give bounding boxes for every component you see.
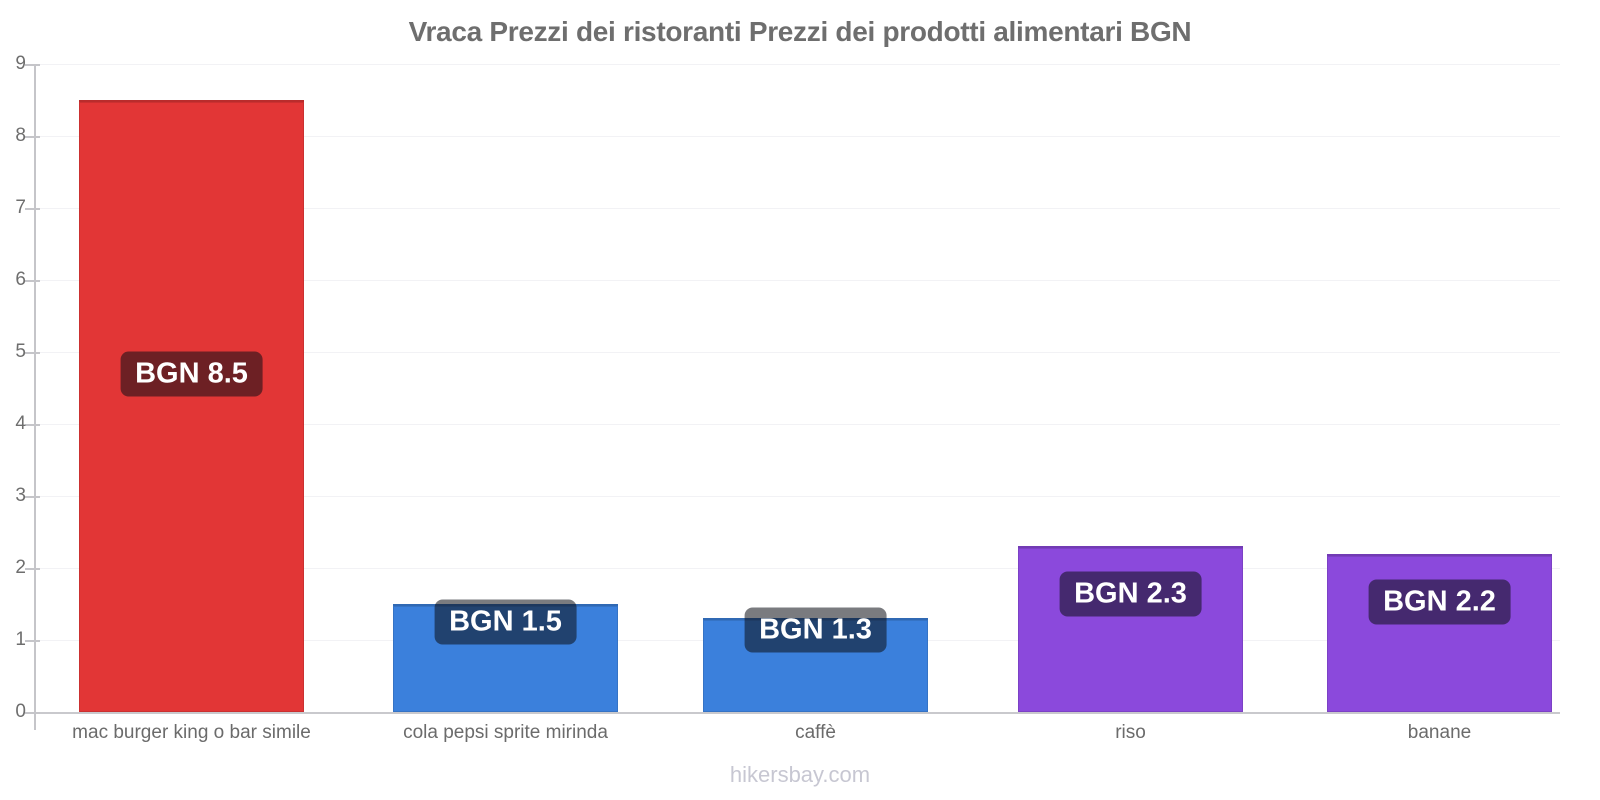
gridline: [36, 208, 1560, 209]
chart-title: Vraca Prezzi dei ristoranti Prezzi dei p…: [408, 16, 1192, 47]
y-tick-label: 3: [15, 485, 26, 506]
y-tick-label: 0: [15, 701, 26, 722]
y-tick-mark: [25, 496, 40, 498]
y-tick-label: 4: [15, 413, 26, 434]
y-tick-label: 2: [15, 557, 26, 578]
y-tick-mark: [25, 568, 40, 570]
watermark: hikersbay.com: [729, 762, 871, 787]
category-label: mac burger king o bar simile: [72, 722, 311, 743]
gridline: [36, 496, 1560, 497]
y-tick-mark: [25, 712, 40, 714]
y-tick-mark: [25, 208, 40, 210]
y-tick-label: 1: [15, 629, 26, 650]
y-tick-mark: [25, 352, 40, 354]
y-tick-mark: [25, 64, 40, 66]
category-label: banane: [1407, 722, 1472, 743]
bar-value-badge: BGN 2.3: [1059, 571, 1202, 617]
y-tick-mark: [25, 424, 40, 426]
gridline: [36, 280, 1560, 281]
bar-value-badge: BGN 1.3: [744, 607, 887, 653]
y-tick-label: 8: [15, 125, 26, 146]
category-label: cola pepsi sprite mirinda: [403, 722, 608, 743]
category-label: riso: [1115, 722, 1146, 743]
y-axis-line: [34, 64, 36, 730]
gridline: [36, 64, 1560, 65]
gridline: [36, 568, 1560, 569]
category-label: caffè: [795, 722, 836, 743]
y-tick-label: 9: [15, 53, 26, 74]
y-tick-label: 6: [15, 269, 26, 290]
gridline: [36, 424, 1560, 425]
y-tick-mark: [25, 640, 40, 642]
bar: [1327, 553, 1552, 712]
bar: [79, 100, 304, 712]
bar-value-badge: BGN 8.5: [120, 351, 263, 397]
bar-value-badge: BGN 2.2: [1368, 579, 1511, 625]
gridline: [36, 136, 1560, 137]
y-tick-label: 5: [15, 341, 26, 362]
bar-value-badge: BGN 1.5: [434, 599, 577, 645]
y-tick-label: 7: [15, 197, 26, 218]
y-tick-mark: [25, 280, 40, 282]
y-tick-mark: [25, 136, 40, 138]
x-axis-baseline: [34, 712, 1560, 714]
gridline: [36, 352, 1560, 353]
